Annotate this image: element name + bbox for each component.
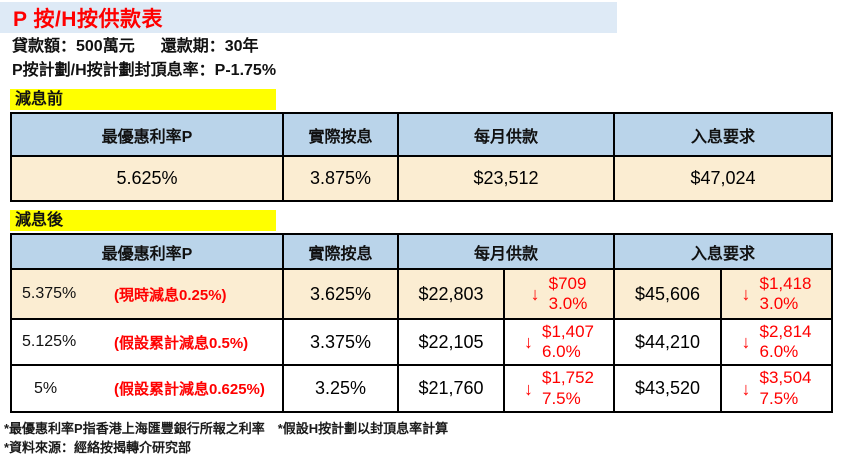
header-income-required: 入息要求	[613, 112, 833, 157]
income-drop-percent: 6.0%	[759, 342, 799, 361]
table-row: 5.625% 3.875% $23,512 $47,024	[10, 155, 833, 202]
prime-rate-value: 5.125%	[22, 333, 77, 350]
loan-amount-label: 貸款額：500萬元	[12, 38, 135, 55]
prime-rate-value: 5%	[34, 379, 58, 397]
down-arrow-icon: ↓	[524, 332, 533, 352]
rate-cut-note: (假設累計減息0.5%)	[114, 334, 249, 352]
monthly-payment-value: $22,803	[397, 268, 505, 320]
table-row: 5.375% (現時減息0.25%) 3.625% $22,803 ↓ $709…	[10, 268, 834, 320]
payment-drop-percent: 7.5%	[542, 388, 581, 408]
header-prime-rate: 最優惠利率P	[10, 112, 284, 157]
income-drop-amount: $2,814	[759, 321, 812, 341]
income-drop-percent: 7.5%	[759, 388, 799, 408]
payment-drop-amount: $709	[548, 273, 587, 293]
header-actual-rate: 實際按息	[282, 112, 399, 157]
payment-change-cell: ↓ $709 3.0%	[502, 268, 616, 320]
header-monthly-payment: 每月供款	[396, 233, 616, 270]
rate-cut-note: (假設累計減息0.625%)	[114, 381, 265, 398]
actual-rate-value: 3.375%	[282, 318, 399, 366]
monthly-payment-value: $23,512	[397, 155, 615, 202]
actual-rate-value: 3.25%	[282, 364, 399, 413]
section-label-before-cut: 減息前	[10, 89, 276, 110]
payment-drop-amount: $1,407	[542, 321, 594, 341]
payment-drop-percent: 3.0%	[548, 294, 588, 313]
title-bar: P 按/H按供款表	[0, 2, 617, 33]
payment-drop-amount: $1,752	[542, 368, 594, 388]
income-drop-amount: $3,504	[759, 368, 812, 388]
table-row: 5.125% (假設累計減息0.5%) 3.375% $22,105 ↓ $1,…	[10, 318, 834, 366]
table-before-rate-cut: 最優惠利率P 實際按息 每月供款 入息要求 5.625% 3.875% $23,…	[10, 112, 833, 202]
cap-rate-label: P按計劃/H按計劃封頂息率：P-1.75%	[12, 62, 277, 79]
income-required-value: $45,606	[613, 268, 723, 320]
income-change-cell: ↓ $1,418 3.0%	[720, 268, 834, 320]
loan-info-line: 貸款額：500萬元 還款期：30年	[12, 36, 841, 57]
footnote-rates: *最優惠利率P指香港上海匯豐銀行所報之利率 *假設H按計劃以封頂息率計算	[4, 421, 449, 436]
footnote-source: *資料來源：經絡按揭轉介研究部	[4, 440, 192, 455]
payment-change-cell: ↓ $1,752 7.5%	[502, 364, 616, 413]
prime-rate-cell: 5% (假設累計減息0.625%)	[10, 364, 284, 413]
prime-rate-value: 5.625%	[10, 155, 284, 202]
payment-drop-percent: 6.0%	[542, 342, 581, 361]
income-change-cell: ↓ $2,814 6.0%	[720, 318, 834, 366]
income-required-value: $43,520	[613, 364, 723, 413]
section-label-after-cut: 減息後	[10, 210, 276, 231]
monthly-payment-value: $22,105	[397, 318, 505, 366]
actual-rate-value: 3.875%	[282, 155, 399, 202]
down-arrow-icon: ↓	[524, 378, 533, 399]
down-arrow-icon: ↓	[530, 284, 540, 304]
header-monthly-payment: 每月供款	[397, 112, 615, 157]
monthly-payment-value: $21,760	[397, 364, 505, 413]
prime-rate-cell: 5.375% (現時減息0.25%)	[10, 268, 284, 320]
table-after-header-row: 最優惠利率P 實際按息 每月供款 入息要求	[10, 233, 834, 270]
down-arrow-icon: ↓	[741, 378, 751, 399]
income-required-value: $44,210	[613, 318, 723, 366]
table-before-header-row: 最優惠利率P 實際按息 每月供款 入息要求	[10, 112, 833, 157]
prime-rate-value: 5.375%	[22, 285, 77, 302]
table-row: 5% (假設累計減息0.625%) 3.25% $21,760 ↓ $1,752…	[10, 364, 834, 413]
repayment-term-label: 還款期：30年	[160, 38, 259, 55]
down-arrow-icon: ↓	[741, 332, 751, 352]
income-drop-amount: $1,418	[759, 273, 812, 293]
header-prime-rate: 最優惠利率P	[10, 233, 284, 270]
income-change-cell: ↓ $3,504 7.5%	[720, 364, 834, 413]
income-required-value: $47,024	[613, 155, 833, 202]
prime-rate-cell: 5.125% (假設累計減息0.5%)	[10, 318, 284, 366]
page-title: P 按/H按供款表	[13, 7, 163, 31]
header-actual-rate: 實際按息	[282, 233, 399, 270]
actual-rate-value: 3.625%	[282, 268, 399, 320]
income-drop-percent: 3.0%	[759, 294, 799, 313]
payment-change-cell: ↓ $1,407 6.0%	[502, 318, 616, 366]
footnotes: *最優惠利率P指香港上海匯豐銀行所報之利率 *假設H按計劃以封頂息率計算 *資料…	[4, 419, 841, 457]
header-income-required: 入息要求	[613, 233, 834, 270]
table-after-rate-cut: 最優惠利率P 實際按息 每月供款 入息要求 5.375% (現時減息0.25%)…	[10, 233, 834, 413]
down-arrow-icon: ↓	[741, 284, 751, 304]
cap-rate-line: P按計劃/H按計劃封頂息率：P-1.75%	[12, 60, 841, 81]
rate-cut-note: (現時減息0.25%)	[114, 286, 227, 304]
